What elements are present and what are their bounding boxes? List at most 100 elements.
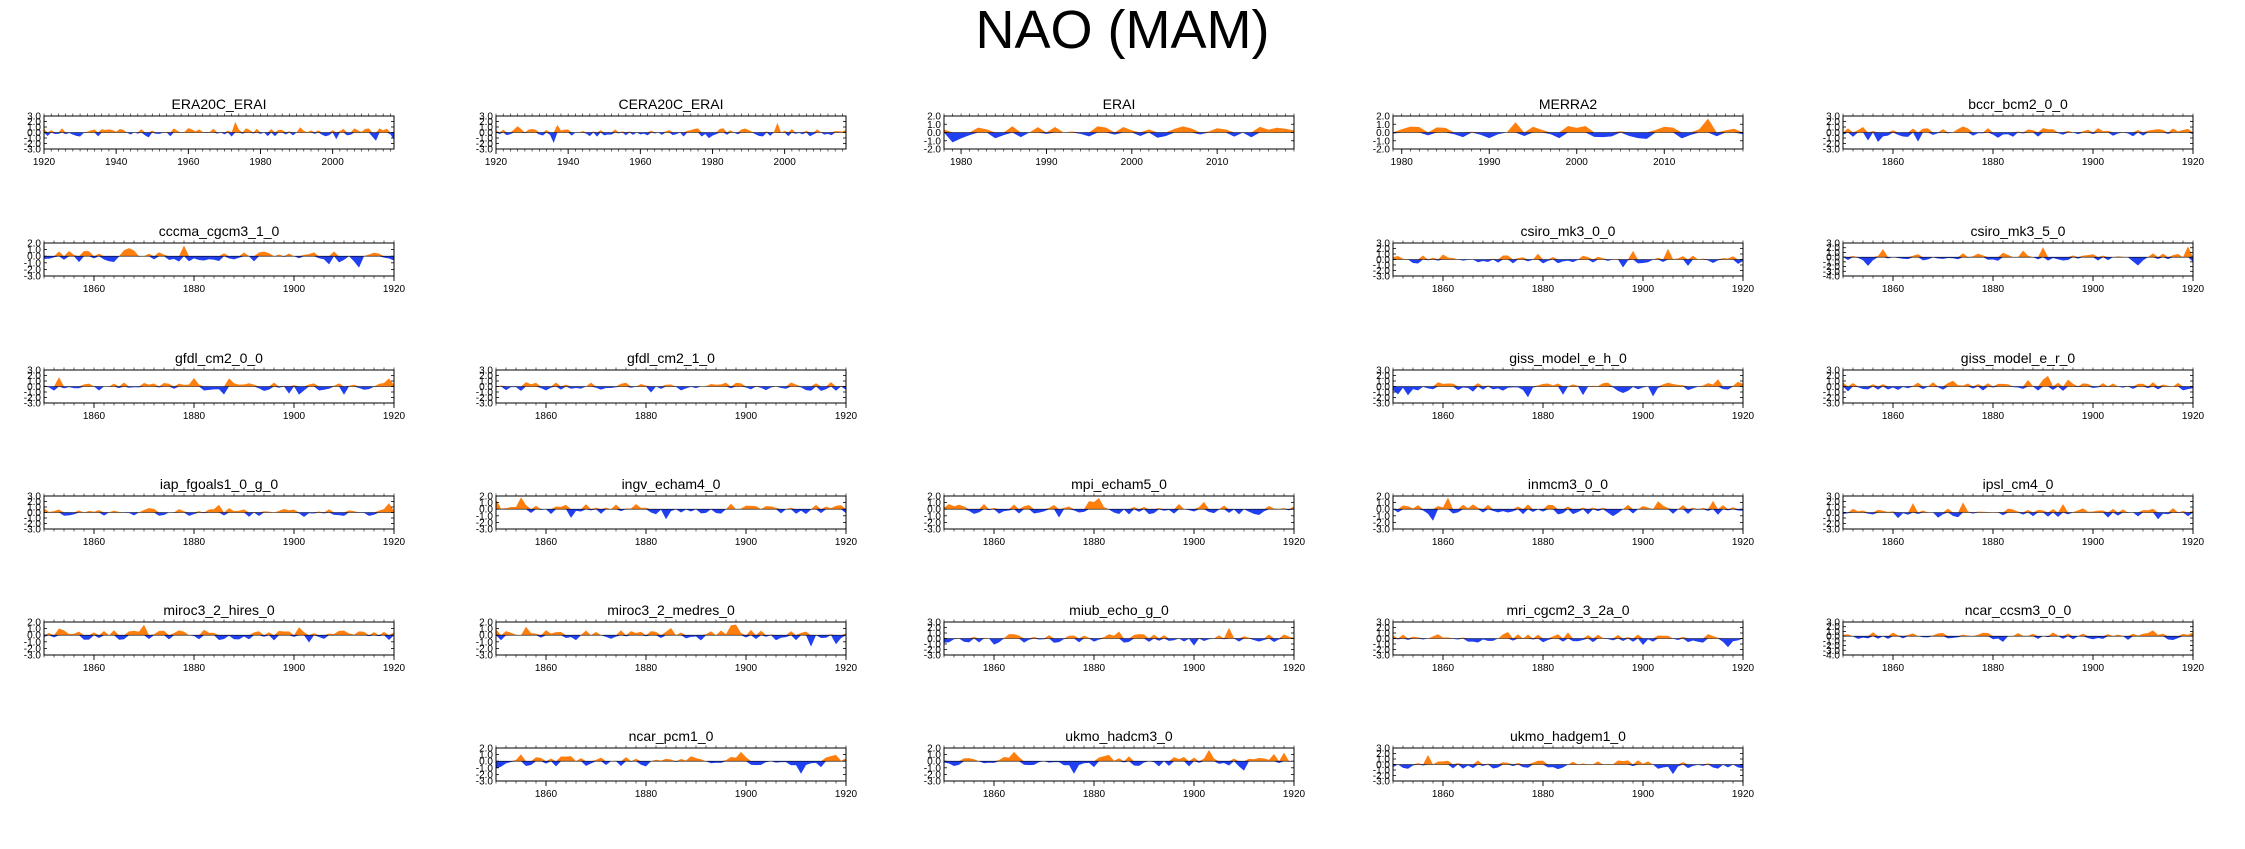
y-tick-label: 1.0 xyxy=(1376,755,1390,766)
nao-panel: gfdl_cm2_1_0 3.02.01.00.0-1.0-2.0-3.0 1860… xyxy=(476,350,858,422)
plot-frame xyxy=(495,495,847,530)
panel-title: mpi_echam5_0 xyxy=(1071,476,1167,492)
y-tick-label: 0.0 xyxy=(1376,382,1390,393)
y-tick-label: -2.0 xyxy=(476,644,494,655)
y-tick-label: -1.0 xyxy=(924,136,942,147)
y-tick-label: 2.0 xyxy=(27,371,41,382)
y-tick-label: -1.0 xyxy=(924,511,942,522)
negative-area xyxy=(1393,259,1743,268)
nao-panel: ukmo_hadgem1_0 3.02.01.00.0-1.0-2.0-3.0 18… xyxy=(1373,728,1755,800)
panel-title: CERA20C_ERAI xyxy=(618,96,723,112)
x-tick-label: 1860 xyxy=(1432,789,1455,800)
x-tick-label: 1860 xyxy=(1432,663,1455,674)
positive-area xyxy=(944,749,1294,762)
y-tick-label: 2.0 xyxy=(27,117,41,128)
x-tick-label: 1900 xyxy=(735,537,758,548)
y-tick-label: -2.0 xyxy=(1373,145,1391,156)
positive-area xyxy=(496,751,846,762)
y-tick-label: -3.0 xyxy=(24,272,42,283)
positive-area xyxy=(1843,375,2193,387)
panel-title: ukmo_hadgem1_0 xyxy=(1510,728,1626,744)
nao-panel: ERAI 2.01.00.0-1.0-2.0 1980 1990 2000 2010 xyxy=(924,96,1295,168)
x-tick-label: 1900 xyxy=(1632,411,1655,422)
y-tick-label: 1.0 xyxy=(927,498,941,509)
y-tick-label: 0.0 xyxy=(1826,128,1840,139)
plot-frame xyxy=(495,747,847,782)
negative-area xyxy=(944,638,1294,646)
y-tick-label: -3.0 xyxy=(1373,399,1391,410)
y-tick-label: -2.0 xyxy=(24,139,42,150)
nao-panel: iap_fgoals1_0_g_0 3.02.01.00.0-1.0-2.0-3.… xyxy=(24,476,406,548)
y-tick-label: -2.0 xyxy=(476,393,494,404)
y-tick-label: 3.0 xyxy=(1376,618,1390,629)
x-tick-label: 1900 xyxy=(735,411,758,422)
panel-title: csiro_mk3_5_0 xyxy=(1971,223,2066,239)
y-tick-label: 0.0 xyxy=(1826,632,1840,643)
y-tick-label: -3.0 xyxy=(1373,651,1391,662)
x-tick-label: 1880 xyxy=(1982,411,2005,422)
y-tick-label: 1.0 xyxy=(1826,377,1840,388)
x-tick-label: 1880 xyxy=(1982,284,2005,295)
y-tick-label: 0.0 xyxy=(27,631,41,642)
y-tick-label: -3.0 xyxy=(1823,145,1841,156)
positive-area xyxy=(944,627,1294,639)
x-tick-label: 1880 xyxy=(635,411,658,422)
y-tick-label: 0.0 xyxy=(1376,505,1390,516)
y-tick-label: -3.0 xyxy=(24,399,42,410)
panel-title: gfdl_cm2_0_0 xyxy=(175,350,263,366)
positive-area xyxy=(496,624,846,636)
x-tick-label: 1860 xyxy=(83,284,106,295)
negative-area xyxy=(1393,132,1743,139)
y-tick-label: -2.0 xyxy=(1823,262,1841,273)
y-tick-label: -3.0 xyxy=(476,651,494,662)
x-tick-label: 1920 xyxy=(1732,284,1755,295)
positive-area xyxy=(944,497,1294,510)
y-tick-label: 0.0 xyxy=(27,128,41,139)
y-tick-label: 2.0 xyxy=(27,618,41,629)
y-tick-label: -1.0 xyxy=(1823,388,1841,399)
x-tick-label: 1860 xyxy=(983,537,1006,548)
x-tick-label: 1920 xyxy=(1732,789,1755,800)
y-tick-label: -2.0 xyxy=(924,518,942,529)
y-tick-label: -1.0 xyxy=(1373,136,1391,147)
x-tick-label: 1900 xyxy=(735,663,758,674)
panel-title: miroc3_2_hires_0 xyxy=(163,602,274,618)
y-tick-label: 0.0 xyxy=(927,128,941,139)
x-tick-label: 1900 xyxy=(2082,663,2105,674)
negative-area xyxy=(1843,512,2193,520)
x-tick-label: 1920 xyxy=(485,157,508,168)
y-tick-label: -1.0 xyxy=(924,640,942,651)
x-tick-label: 1860 xyxy=(1882,157,1905,168)
y-tick-label: -2.0 xyxy=(1373,393,1391,404)
y-tick-label: 1.0 xyxy=(27,245,41,256)
y-tick-label: 2.0 xyxy=(27,497,41,508)
x-tick-label: 1880 xyxy=(635,789,658,800)
y-tick-label: -1.0 xyxy=(1823,257,1841,268)
y-tick-label: -2.0 xyxy=(24,519,42,530)
x-tick-label: 1880 xyxy=(183,537,206,548)
positive-area xyxy=(1843,246,2193,258)
y-tick-label: 1.0 xyxy=(1376,498,1390,509)
y-tick-label: -3.0 xyxy=(1823,525,1841,536)
y-tick-label: 2.0 xyxy=(479,492,493,503)
panel-title: cccma_cgcm3_1_0 xyxy=(159,223,280,239)
y-tick-label: -2.0 xyxy=(924,645,942,656)
x-tick-label: 1880 xyxy=(183,284,206,295)
y-tick-label: -2.0 xyxy=(924,770,942,781)
y-tick-label: -2.0 xyxy=(476,518,494,529)
y-tick-label: 3.0 xyxy=(1826,239,1840,250)
x-tick-label: 1920 xyxy=(1283,789,1306,800)
x-tick-label: 1900 xyxy=(1632,537,1655,548)
y-tick-label: -2.0 xyxy=(24,644,42,655)
x-tick-label: 1940 xyxy=(105,157,128,168)
y-tick-label: 1.0 xyxy=(479,498,493,509)
y-tick-label: 1.0 xyxy=(1376,250,1390,261)
y-tick-label: 0.0 xyxy=(927,757,941,768)
y-tick-label: 0.0 xyxy=(479,757,493,768)
x-tick-label: 1880 xyxy=(1982,663,2005,674)
positive-area xyxy=(496,122,846,133)
y-tick-label: 1.0 xyxy=(27,624,41,635)
x-tick-label: 2010 xyxy=(1206,157,1229,168)
y-tick-label: 2.0 xyxy=(1376,112,1390,123)
y-tick-label: 2.0 xyxy=(1376,749,1390,760)
